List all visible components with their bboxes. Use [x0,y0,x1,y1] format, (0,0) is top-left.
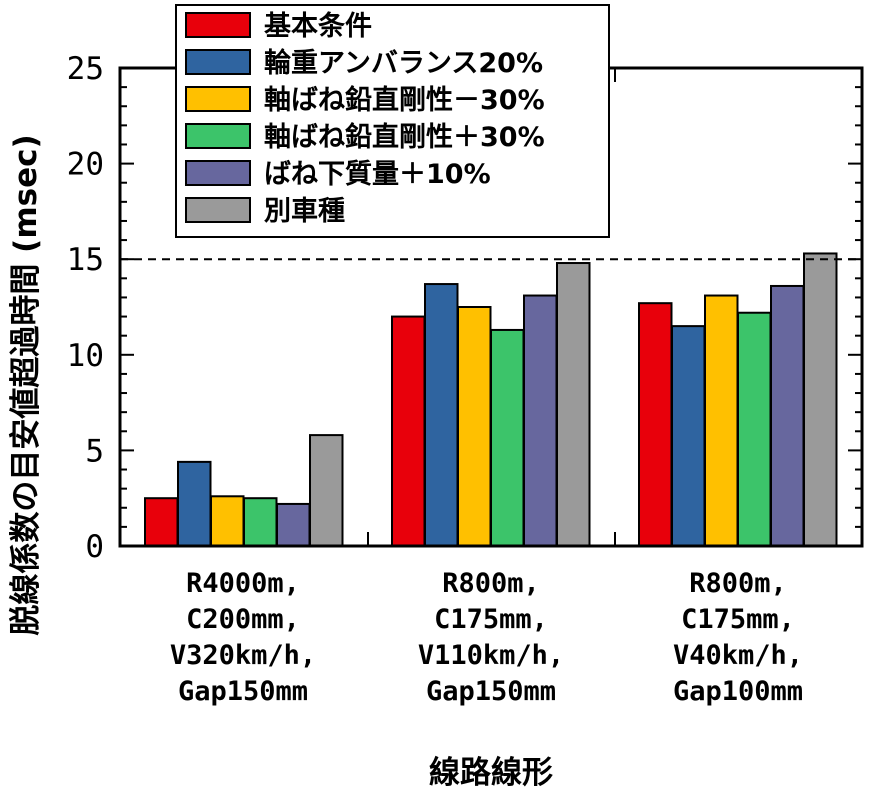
legend-label: 軸ばね鉛直剛性－30% [264,84,545,116]
bar-6-group-3 [803,252,838,548]
legend-swatch [185,160,251,186]
y-tick-label: 0 [85,529,104,565]
legend-swatch [185,197,251,223]
y-tick-label: 15 [67,242,104,278]
x-category-label-2: R800m, C175mm, V110km/h, Gap150mm [418,568,564,707]
legend-swatch [185,49,251,75]
x-category-line: V320km/h, [170,640,316,671]
legend-swatch [185,12,251,38]
bar-3-group-1 [210,495,245,547]
legend-label: 基本条件 [264,11,372,42]
bar-6-group-1 [309,434,344,547]
legend-label: 軸ばね鉛直剛性＋30% [264,121,545,153]
legend-item-5: ばね下質量＋10% [185,159,491,190]
y-tick-label: 10 [67,338,104,374]
x-category-labels: R4000m, C200mm, V320km/h, Gap150mm R800m, C17… [170,568,803,707]
legend-swatch [185,86,251,112]
legend-item-2: 輪重アンバランス20% [185,47,543,79]
x-category-line: V40km/h, [673,640,803,671]
bar-4-group-1 [243,497,278,548]
bar-5-group-2 [523,294,558,548]
legend-label: ばね下質量＋10% [264,159,491,190]
x-axis-title: 線路線形 [429,755,553,791]
y-tick-labels: 0 5 10 15 20 25 [67,51,104,565]
bar-1-group-1 [144,497,179,548]
x-category-label-1: R4000m, C200mm, V320km/h, Gap150mm [170,568,316,707]
bar-1-group-2 [391,315,426,547]
legend-item-3: 軸ばね鉛直剛性－30% [185,84,545,116]
x-category-line: R4000m, [186,568,300,599]
x-category-line: C175mm, [434,604,548,635]
bar-1-group-3 [638,302,673,547]
x-category-line: R800m, [442,568,540,599]
bars-layer [144,252,838,548]
bar-2-group-3 [671,325,706,547]
legend-swatch [185,123,251,149]
legend-item-6: 別車種 [185,196,345,227]
x-category-line: Gap150mm [426,676,556,707]
bar-5-group-3 [770,284,805,547]
bar-4-group-2 [490,328,525,547]
legend-item-4: 軸ばね鉛直剛性＋30% [185,121,545,153]
x-category-label-3: R800m, C175mm, V40km/h, Gap100mm [673,568,803,707]
ticks-layer [120,67,862,547]
x-category-line: R800m, [689,568,787,599]
y-tick-label: 25 [67,51,104,87]
x-category-line: C200mm, [186,604,300,635]
bar-3-group-3 [704,294,739,548]
legend-label: 別車種 [264,196,345,227]
bar-2-group-1 [177,460,212,548]
x-category-line: V110km/h, [418,640,564,671]
x-category-line: Gap150mm [178,676,308,707]
bar-5-group-1 [276,502,311,548]
x-category-line: Gap100mm [673,676,803,707]
bar-2-group-2 [424,283,459,547]
bar-3-group-2 [457,306,492,547]
y-tick-label: 20 [67,147,104,183]
x-category-line: C175mm, [681,604,795,635]
legend-label: 輪重アンバランス20% [264,47,543,79]
bar-6-group-2 [556,262,591,547]
bar-4-group-3 [737,311,772,547]
legend-item-1: 基本条件 [185,11,372,42]
y-tick-label: 5 [85,433,104,469]
y-axis-title: 脱線係数の目安値超過時間 (msec) [8,134,44,635]
